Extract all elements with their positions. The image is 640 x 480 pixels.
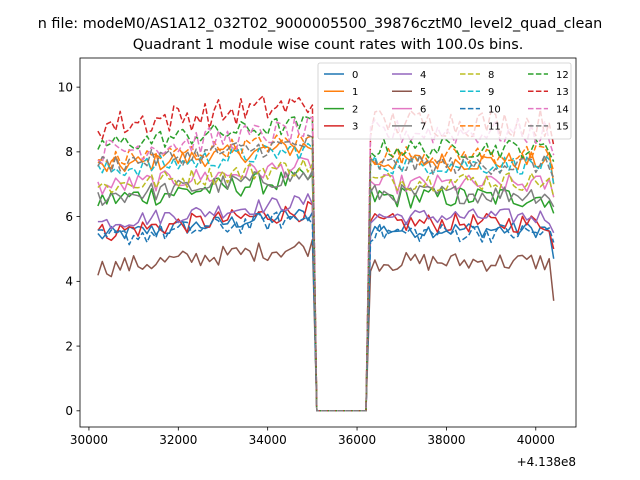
series-line-14 — [97, 116, 555, 412]
legend-label-6: 6 — [420, 104, 426, 115]
x-tick-label: 32000 — [159, 433, 197, 447]
legend-label-13: 13 — [556, 87, 569, 98]
legend-label-1: 1 — [352, 87, 358, 98]
legend-label-5: 5 — [420, 87, 426, 98]
y-tick-label: 10 — [58, 80, 73, 94]
x-tick-label: 40000 — [517, 433, 555, 447]
x-tick-label: 36000 — [338, 433, 376, 447]
axes-frame — [79, 57, 577, 428]
chart-title: Quadrant 1 module wise count rates with … — [133, 37, 524, 53]
legend-label-12: 12 — [556, 70, 569, 81]
y-tick-label: 6 — [65, 210, 73, 224]
legend-label-7: 7 — [420, 122, 426, 133]
x-tick-label: 34000 — [249, 433, 287, 447]
x-offset-label: +4.138e8 — [517, 455, 576, 469]
legend-label-4: 4 — [420, 70, 426, 81]
series-line-2 — [97, 167, 555, 412]
plot-area: 30000 32000 34000 36000 38000 400000246810012… — [58, 57, 577, 447]
series-group — [97, 95, 555, 412]
legend-label-0: 0 — [352, 70, 358, 81]
series-line-15 — [97, 134, 555, 412]
legend-label-2: 2 — [352, 104, 358, 115]
y-tick-label: 2 — [65, 339, 73, 353]
y-tick-label: 0 — [65, 404, 73, 418]
series-line-12 — [97, 115, 555, 412]
legend-label-10: 10 — [488, 104, 501, 115]
legend-label-3: 3 — [352, 122, 358, 133]
series-line-10 — [97, 211, 555, 412]
series-line-13 — [97, 95, 555, 412]
x-tick-label: 38000 — [427, 433, 465, 447]
legend-label-14: 14 — [556, 104, 569, 115]
series-line-9 — [97, 142, 555, 412]
series-line-11 — [97, 133, 555, 412]
figure-suptitle: n file: modeM0/AS1A12_032T02_9000005500_… — [38, 16, 603, 32]
legend-box — [317, 62, 572, 140]
series-line-4 — [97, 193, 555, 412]
series-line-0 — [97, 208, 555, 412]
legend-label-15: 15 — [556, 122, 569, 133]
legend-label-8: 8 — [488, 70, 494, 81]
x-tick-label: 30000 — [70, 433, 108, 447]
legend-label-9: 9 — [488, 87, 494, 98]
series-line-6 — [97, 156, 555, 412]
series-line-5 — [97, 238, 555, 412]
y-tick-label: 8 — [65, 145, 73, 159]
legend-label-11: 11 — [488, 122, 501, 133]
series-line-7 — [97, 169, 555, 412]
y-tick-label: 4 — [65, 275, 73, 289]
